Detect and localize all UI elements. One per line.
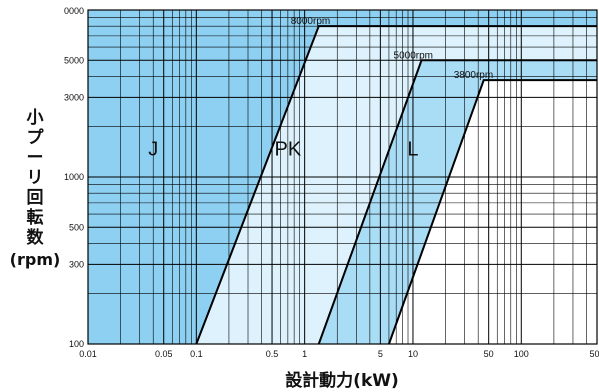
y-tick-label: 1000 — [64, 172, 84, 182]
y-label-unit: (rpm) — [9, 250, 61, 269]
boundary-line-1 — [195, 25, 597, 345]
x-tick-label: 0.5 — [266, 349, 279, 359]
boundary-label: 8000rpm — [291, 16, 330, 27]
y-tick-label: 100 — [69, 339, 84, 349]
tick-labels: 0.01 0.05 0.1 0.5 1 5 10 50 100 500 100 300 500 1000 3… — [64, 6, 599, 359]
boundary-line-2 — [317, 59, 597, 345]
y-label-char: 小 — [26, 108, 44, 128]
x-tick-label: 50 — [484, 349, 494, 359]
annotations: 8000rpm 5000rpm 3800rpm J PK L — [148, 16, 493, 160]
x-tick-label: 1 — [302, 349, 307, 359]
y-tick-label: 5000 — [64, 55, 84, 65]
region-label-l: L — [407, 139, 418, 161]
y-tick-label: 0000 — [64, 6, 84, 16]
boundary-label: 5000rpm — [394, 50, 433, 61]
x-tick-label: 0.1 — [190, 349, 203, 359]
y-label-char: リ — [26, 168, 44, 188]
region-fill-j — [88, 10, 597, 344]
y-label-char: 数 — [26, 228, 44, 248]
region-fill-l — [318, 60, 597, 345]
plot-frame — [87, 9, 598, 345]
x-tick-label: 5 — [378, 349, 383, 359]
x-tick-label: 500 — [589, 349, 599, 359]
x-tick-label: 100 — [514, 349, 529, 359]
x-tick-label: 10 — [408, 349, 418, 359]
y-tick-label: 300 — [69, 259, 84, 269]
y-axis-label: 小 プ ー リ 回 転 数 (rpm) — [4, 108, 66, 269]
boundary-lines — [195, 25, 597, 345]
boundary-line-3 — [387, 79, 597, 345]
y-tick-label: 500 — [69, 222, 84, 232]
region-label-j: J — [148, 139, 158, 161]
y-label-char: 転 — [26, 208, 44, 228]
region-label-pk: PK — [275, 139, 302, 161]
y-label-char: ー — [26, 148, 44, 168]
x-tick-label: 0.05 — [155, 349, 173, 359]
boundary-label: 3800rpm — [454, 70, 493, 81]
y-tick-label: 3000 — [64, 92, 84, 102]
y-label-char: 回 — [26, 188, 44, 208]
y-label-char: プ — [26, 128, 44, 148]
x-tick-label: 0.01 — [79, 349, 97, 359]
grid-lines — [87, 9, 598, 345]
x-axis-label: 設計動力(kW) — [285, 371, 399, 391]
